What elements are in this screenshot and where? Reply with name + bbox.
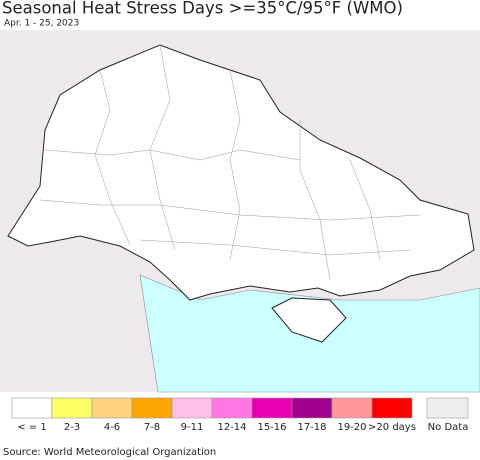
legend-label: 9-11: [181, 422, 204, 433]
legend-swatch: [11, 397, 53, 419]
legend-swatch: [51, 397, 93, 419]
legend-swatch: [131, 397, 173, 419]
legend-swatch: [371, 397, 413, 419]
legend-label: 2-3: [64, 422, 80, 433]
legend-swatch: [426, 397, 469, 419]
legend-label: >20 days: [368, 422, 416, 433]
region-borders: [39, 44, 421, 281]
source: Source: World Meteorological Organizatio…: [3, 447, 216, 458]
legend-swatch: [91, 397, 133, 419]
legend-label: No Data: [428, 422, 469, 433]
legend-label: 17-18: [297, 422, 326, 433]
title: Seasonal Heat Stress Days >=35°C/95°F (W…: [2, 0, 403, 18]
legend-label: 19-20: [337, 422, 366, 433]
legend: < = 1 2-3 4-6 7-8 9-11 12-14 15-16 17-18 19-20 >2…: [11, 397, 469, 433]
legend-swatch: [291, 397, 333, 419]
legend-swatch: [211, 397, 253, 419]
legend-label: 4-6: [104, 422, 120, 433]
legend-label: 7-8: [144, 422, 160, 433]
legend-label: < = 1: [17, 422, 46, 433]
peninsula: [271, 297, 347, 343]
legend-swatch: [331, 397, 373, 419]
legend-swatch: [251, 397, 293, 419]
legend-swatch: [171, 397, 213, 419]
legend-label: 15-16: [257, 422, 286, 433]
legend-label: 12-14: [217, 422, 246, 433]
subtitle: Apr. 1 - 25, 2023: [4, 19, 79, 29]
